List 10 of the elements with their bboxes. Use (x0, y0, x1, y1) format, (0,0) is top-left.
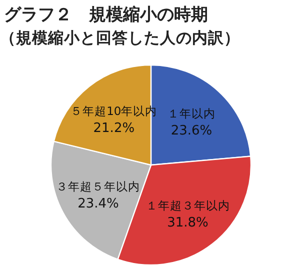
chart-title: グラフ２ 規模縮小の時期 (4, 5, 208, 25)
data-label: 23.4% (78, 196, 119, 212)
slice-label: ５年超10年以内 (70, 104, 158, 118)
slice-label: １年超３年以内 (146, 198, 230, 212)
slice-label: １年以内 (168, 106, 216, 121)
chart-subtitle: （規模縮小と回答した人の内訳） (0, 29, 240, 47)
slice-label: ３年超５年以内 (56, 180, 140, 194)
data-label: 23.6% (170, 124, 212, 139)
data-label: 21.2% (93, 120, 135, 136)
data-label: 31.8% (167, 215, 208, 230)
